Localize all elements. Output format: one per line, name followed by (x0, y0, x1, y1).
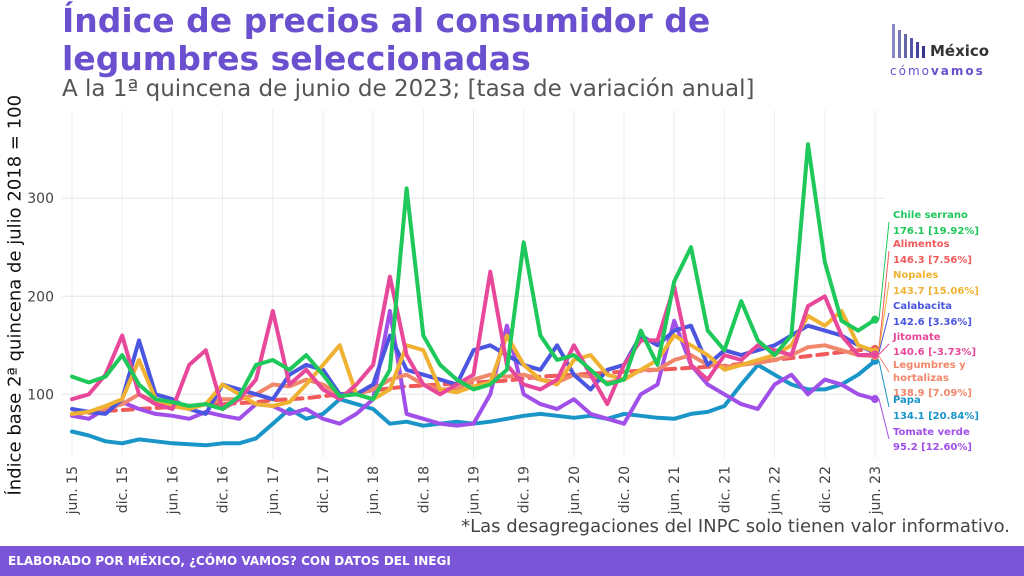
y-tick-label: 100 (27, 387, 54, 403)
series-value-label: 95.2 [12.60%] (893, 442, 972, 453)
series-name-label: Papa (893, 395, 921, 406)
series-name-label: Nopales (893, 270, 938, 281)
x-tick-label: dic. 20 (617, 466, 633, 513)
footer-bar: ELABORADO POR MÉXICO, ¿CÓMO VAMOS? CON D… (0, 546, 1024, 576)
x-tick-label: dic. 21 (717, 466, 733, 513)
x-tick-label: jun. 16 (165, 466, 181, 515)
label-leader-line (878, 360, 890, 408)
series-value-label: 146.3 [7.56%] (893, 255, 972, 266)
label-leader-line (878, 281, 890, 352)
series-name-label: Tomate verde (893, 427, 970, 438)
series-line-chile-serrano (70, 142, 877, 411)
line-chart: 100 200 300 jun. 15 dic. 15 jun. 16 dic. 16 jun… (27, 110, 979, 515)
series-name-label: Chile serrano (893, 210, 968, 221)
label-leader-line (878, 355, 890, 373)
series-end-point (870, 315, 879, 324)
logo-text-top: México (930, 42, 990, 60)
x-tick-label: dic. 22 (818, 466, 834, 513)
series-name-label: Calabacita (893, 301, 952, 312)
label-leader-line (878, 398, 890, 440)
x-tick-label: jun. 17 (266, 466, 282, 515)
x-tick-label: jun. 20 (567, 466, 583, 515)
series-end-point (870, 350, 879, 359)
series-name-label: Jitomate (892, 332, 941, 343)
series-name-label: Legumbres y (893, 360, 966, 371)
logo-text-bottom: cómovamos (890, 64, 985, 78)
x-tick-label: jun. 21 (667, 466, 683, 515)
x-tick-label: dic. 15 (115, 466, 131, 513)
series-value-label: 142.6 [3.36%] (893, 317, 972, 328)
x-tick-label: jun. 18 (366, 466, 382, 515)
mexico-como-vamos-logo: México cómovamos (890, 22, 1010, 82)
y-tick-label: 200 (27, 289, 54, 305)
chart-title: Índice de precios al consumidor de legum… (62, 1, 711, 78)
x-tick-label: jun. 22 (768, 466, 784, 515)
bars-logo-icon (892, 24, 925, 58)
series-line-jitomate (70, 269, 877, 411)
series-value-label: 134.1 [20.84%] (893, 411, 979, 422)
chart-subtitle: A la 1ª quincena de junio de 2023; [tasa… (62, 76, 755, 102)
x-tick-label: dic. 16 (216, 466, 232, 513)
x-tick-label: dic. 19 (517, 466, 533, 513)
series-value-label: 140.6 [-3.73%] (893, 347, 976, 358)
x-tick-label: dic. 18 (416, 466, 432, 513)
x-tick-label: jun. 23 (868, 466, 884, 515)
label-leader-line (878, 250, 890, 349)
series-value-label: 138.9 [7.09%] (893, 388, 972, 399)
series-name-label: Alimentos (893, 239, 950, 250)
series-line-calabacita (70, 323, 877, 416)
x-tick-label: jun. 19 (467, 466, 483, 515)
label-leader-line (878, 343, 890, 355)
series-value-label: 143.7 [15.06%] (893, 286, 979, 297)
series-name-label: hortalizas (893, 373, 949, 384)
footnote: *Las desagregaciones del INPC solo tiene… (461, 516, 1010, 537)
x-tick-label: dic. 17 (316, 466, 332, 513)
y-tick-label: 300 (27, 191, 54, 207)
x-tick-label: jun. 15 (65, 466, 81, 515)
label-leader-line (878, 312, 890, 353)
series-end-point (870, 394, 879, 403)
series-value-label: 176.1 [19.92%] (893, 226, 979, 237)
label-leader-line (878, 221, 890, 320)
footer-credit: ELABORADO POR MÉXICO, ¿CÓMO VAMOS? CON D… (8, 554, 451, 568)
